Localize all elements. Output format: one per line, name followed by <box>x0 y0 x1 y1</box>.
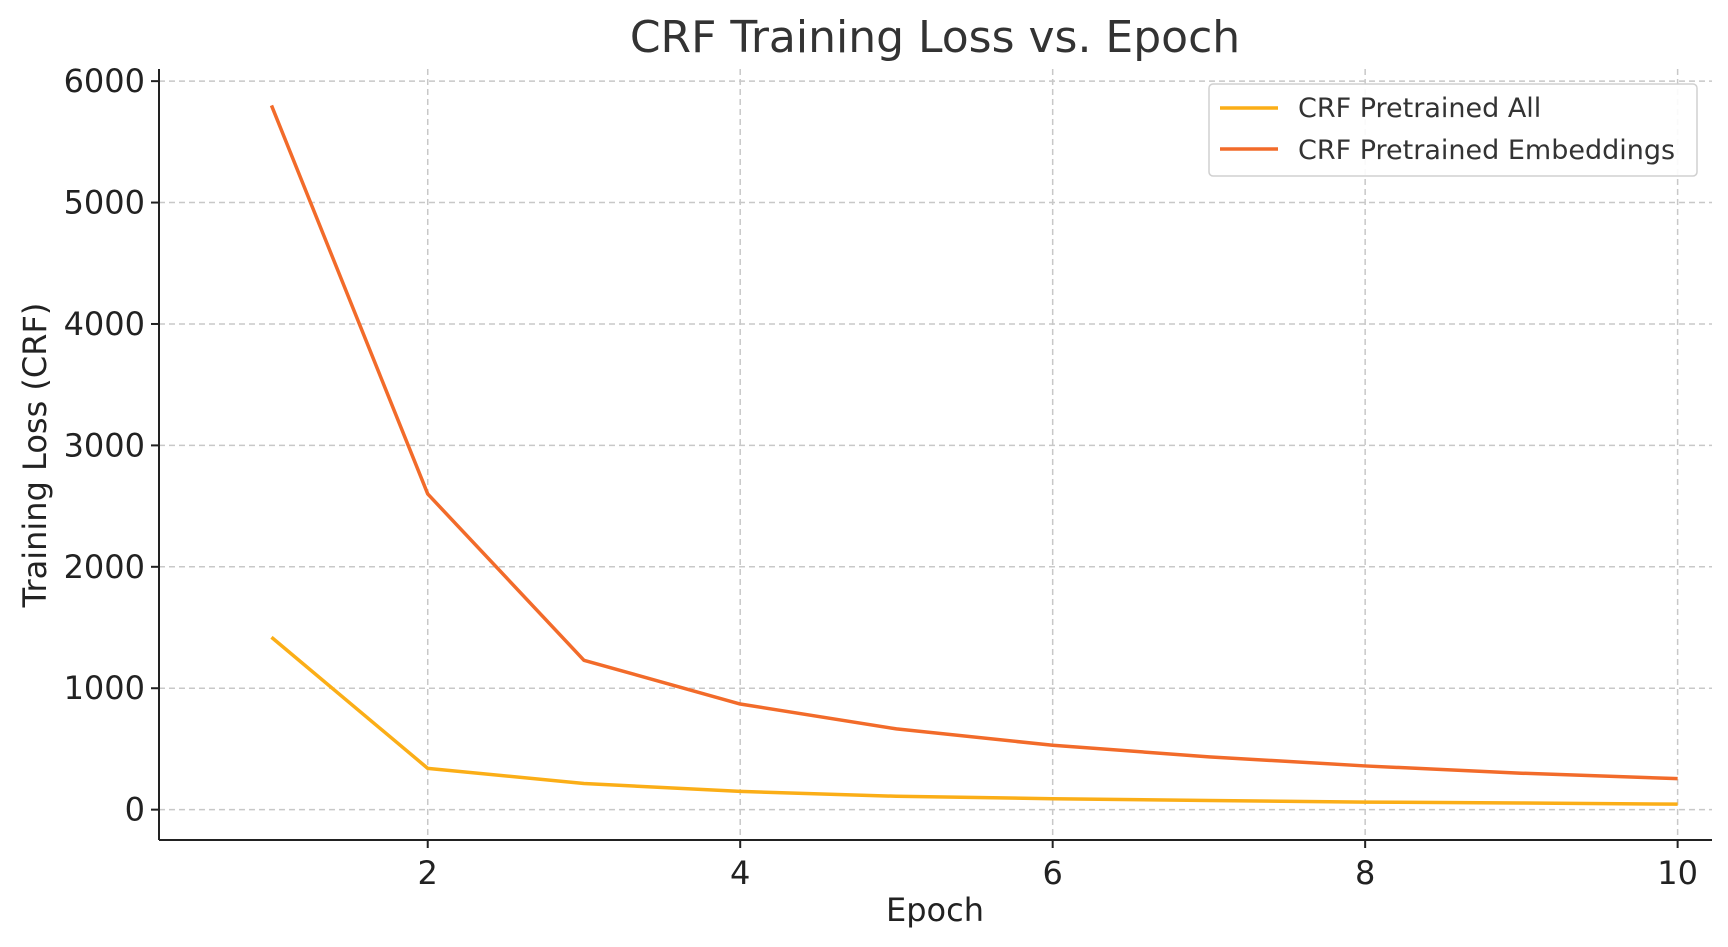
x-tick-label: 10 <box>1657 854 1698 892</box>
series-lines <box>269 104 1678 806</box>
x-tick-label: 2 <box>418 854 438 892</box>
chart-title: CRF Training Loss vs. Epoch <box>630 12 1240 63</box>
y-tick-label: 5000 <box>64 184 145 222</box>
x-tick-label: 4 <box>730 854 750 892</box>
axes <box>158 69 1712 841</box>
legend-label-pretrained-all: CRF Pretrained All <box>1298 93 1541 124</box>
series-line-crf-pretrained-all <box>270 635 1678 806</box>
legend: CRF Pretrained All CRF Pretrained Embedd… <box>1208 83 1698 177</box>
x-tick-label: 6 <box>1042 854 1062 892</box>
x-axis-ticks: 2 4 6 8 10 <box>418 840 1698 892</box>
y-tick-label: 1000 <box>64 669 145 707</box>
grid <box>159 69 1712 840</box>
y-tick-label: 6000 <box>64 62 145 100</box>
y-tick-label: 2000 <box>64 548 145 586</box>
y-tick-label: 4000 <box>64 305 145 343</box>
legend-box <box>1208 83 1698 177</box>
y-tick-label: 3000 <box>64 426 145 464</box>
y-tick-label: 0 <box>125 791 145 829</box>
y-axis-ticks: 0 1000 2000 3000 4000 5000 6000 <box>64 62 159 829</box>
x-axis-label: Epoch <box>886 891 984 929</box>
x-tick-label: 8 <box>1355 854 1375 892</box>
legend-label-pretrained-embeddings: CRF Pretrained Embeddings <box>1298 135 1675 166</box>
y-axis-label: Training Loss (CRF) <box>16 303 54 609</box>
series-line-crf-pretrained-embeddings <box>269 104 1678 781</box>
